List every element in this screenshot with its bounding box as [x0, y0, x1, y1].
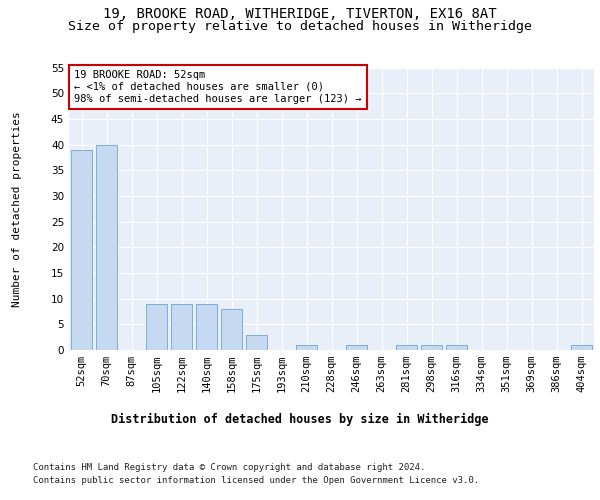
Text: Size of property relative to detached houses in Witheridge: Size of property relative to detached ho…	[68, 20, 532, 33]
Bar	[246, 334, 267, 350]
Text: 19, BROOKE ROAD, WITHERIDGE, TIVERTON, EX16 8AT: 19, BROOKE ROAD, WITHERIDGE, TIVERTON, E…	[103, 8, 497, 22]
Bar	[96, 144, 117, 350]
Bar	[196, 304, 217, 350]
Text: Distribution of detached houses by size in Witheridge: Distribution of detached houses by size …	[111, 412, 489, 426]
Bar	[146, 304, 167, 350]
Bar	[71, 150, 92, 350]
Bar	[446, 345, 467, 350]
Text: Contains HM Land Registry data © Crown copyright and database right 2024.: Contains HM Land Registry data © Crown c…	[33, 462, 425, 471]
Bar	[346, 345, 367, 350]
Y-axis label: Number of detached properties: Number of detached properties	[12, 111, 22, 306]
Bar	[421, 345, 442, 350]
Bar	[296, 345, 317, 350]
Bar	[221, 309, 242, 350]
Text: Contains public sector information licensed under the Open Government Licence v3: Contains public sector information licen…	[33, 476, 479, 485]
Text: 19 BROOKE ROAD: 52sqm
← <1% of detached houses are smaller (0)
98% of semi-detac: 19 BROOKE ROAD: 52sqm ← <1% of detached …	[74, 70, 362, 104]
Bar	[171, 304, 192, 350]
Bar	[571, 345, 592, 350]
Bar	[396, 345, 417, 350]
